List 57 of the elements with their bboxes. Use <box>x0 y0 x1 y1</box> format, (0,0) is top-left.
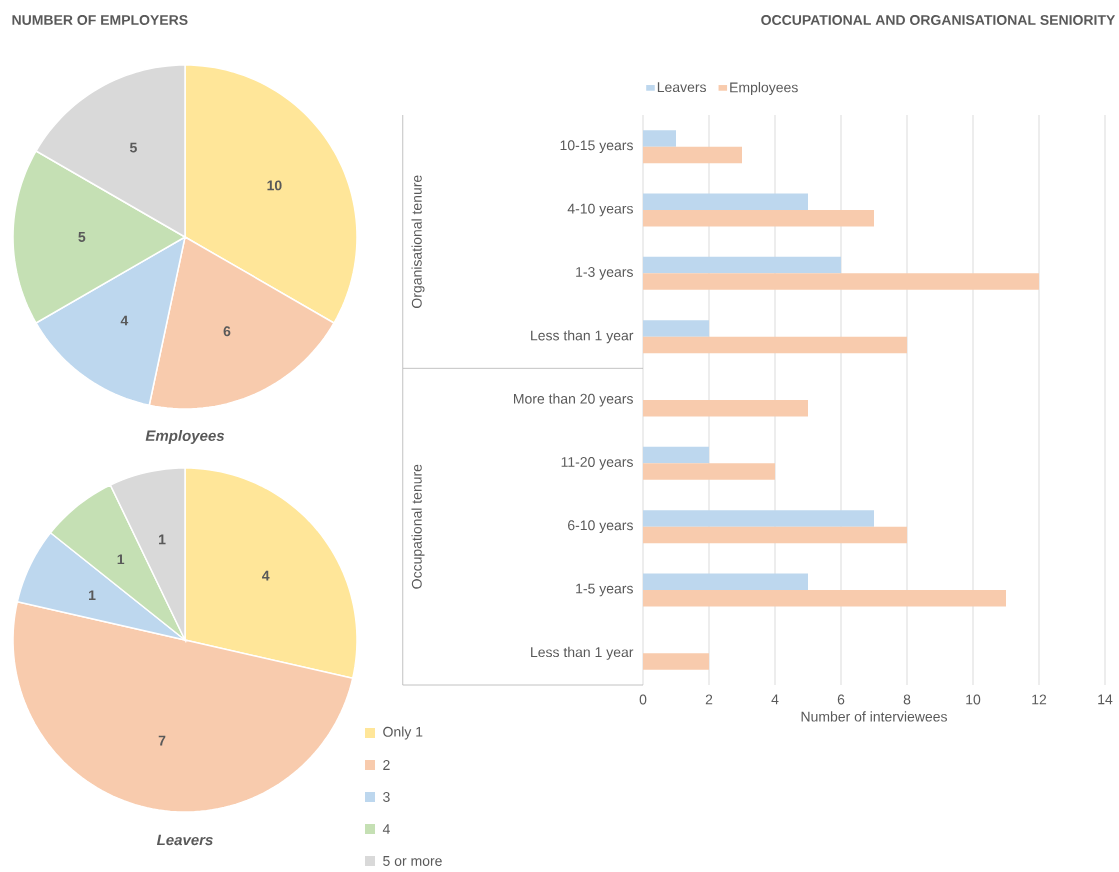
legend-label: 5 or more <box>383 856 442 866</box>
data-label: 1 <box>89 590 96 601</box>
y-tick-label: More than 20 years <box>514 393 633 407</box>
x-tick-label: 12 <box>1032 694 1047 705</box>
x-tick-label: 2 <box>705 694 713 705</box>
chart-title: NUMBER OF EMPLOYERS <box>12 15 188 25</box>
data-label: 5 <box>129 142 137 153</box>
bar <box>643 446 709 464</box>
chart-title: OCCUPATIONAL AND ORGANISATIONAL SENIORITY <box>761 15 1116 25</box>
bar <box>643 320 709 337</box>
data-label: 7 <box>158 735 166 746</box>
y-tick-label: 1-3 years <box>576 266 633 280</box>
bar <box>643 193 808 210</box>
data-label: 10 <box>267 180 282 191</box>
bar <box>643 573 808 590</box>
bar <box>643 130 676 147</box>
slice-label: Leavers <box>156 834 213 846</box>
legend-label: Leavers <box>657 82 707 93</box>
legend-label: Employees <box>730 82 798 96</box>
x-tick-label: 6 <box>837 694 845 705</box>
bar <box>643 146 742 164</box>
bar <box>643 510 874 527</box>
data-label: 1 <box>159 534 166 545</box>
bar <box>643 256 841 274</box>
y-tick-label: 10-15 years <box>560 140 633 154</box>
data-label: 4 <box>120 315 129 326</box>
x-tick-label: 4 <box>771 694 779 705</box>
y-tick-label: 11-20 years <box>561 456 633 470</box>
y-tick-label: Less than 1 year <box>531 330 634 344</box>
data-label: 5 <box>78 232 86 242</box>
bar <box>643 653 709 670</box>
x-tick-label: 14 <box>1098 694 1113 705</box>
bar <box>643 526 907 544</box>
bar <box>643 590 1006 607</box>
bar <box>643 210 874 227</box>
y-tick-label: Less than 1 year <box>531 646 634 660</box>
bar <box>643 336 907 354</box>
bar <box>643 273 1039 290</box>
y-tick-label: 1-5 years <box>576 583 633 597</box>
y-tick-label: 6-10 years <box>568 520 633 534</box>
x-tick-label: 10 <box>966 694 981 705</box>
bar <box>643 400 808 417</box>
legend-label: 4 <box>382 824 390 834</box>
x-tick-label: 0 <box>639 694 647 705</box>
data-label: 4 <box>262 570 270 581</box>
data-label: 1 <box>117 554 125 565</box>
slice-label: Employees <box>145 430 225 444</box>
bar <box>643 463 775 480</box>
y-tick-label: 4-10 years <box>567 203 633 217</box>
text: Organisational tenure <box>411 175 425 308</box>
legend-label: 2 <box>383 760 390 770</box>
legend-label: 3 <box>383 792 390 802</box>
text: Occupational tenure <box>411 464 425 589</box>
legend-label: Only 1 <box>383 726 423 740</box>
x-tick-label: 8 <box>903 694 911 705</box>
data-label: 6 <box>223 326 231 337</box>
x-axis-title: Number of interviewees <box>801 711 947 722</box>
